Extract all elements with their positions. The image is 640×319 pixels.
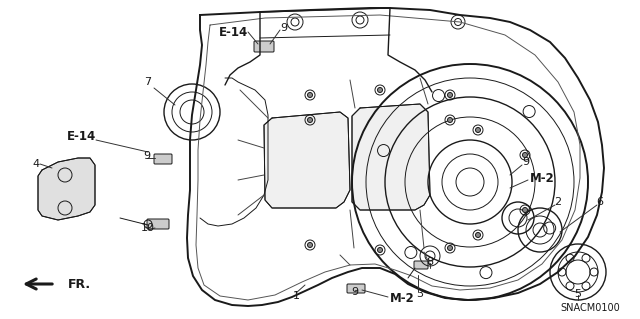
Circle shape [307,242,312,248]
Polygon shape [264,112,350,208]
Text: 3: 3 [417,289,424,299]
FancyBboxPatch shape [347,284,365,293]
Text: 8: 8 [426,257,433,267]
Text: 2: 2 [554,197,561,207]
Text: 9: 9 [143,151,150,161]
Text: M-2: M-2 [530,172,555,184]
Circle shape [447,117,452,122]
FancyBboxPatch shape [414,261,428,269]
Text: E-14: E-14 [67,130,96,143]
Text: M-2: M-2 [390,292,415,305]
Text: SNACM0100: SNACM0100 [560,303,620,313]
Circle shape [522,207,527,212]
Circle shape [476,128,481,132]
Circle shape [522,152,527,158]
Circle shape [447,93,452,98]
Text: 9: 9 [522,157,529,167]
FancyBboxPatch shape [254,41,274,52]
Text: 9: 9 [280,23,287,33]
Circle shape [378,248,383,253]
Circle shape [447,246,452,250]
Circle shape [307,117,312,122]
Text: 10: 10 [141,223,155,233]
FancyBboxPatch shape [154,154,172,164]
Circle shape [378,87,383,93]
Text: 9: 9 [351,287,358,297]
Text: FR.: FR. [68,278,91,291]
FancyBboxPatch shape [147,219,169,229]
Text: 6: 6 [596,197,604,207]
Polygon shape [38,158,95,220]
Text: 7: 7 [145,77,152,87]
Circle shape [476,233,481,238]
Circle shape [307,93,312,98]
Polygon shape [352,104,430,210]
Text: 4: 4 [33,159,40,169]
Text: 5: 5 [575,289,582,299]
Text: E-14: E-14 [219,26,248,39]
Text: 1: 1 [292,291,300,301]
